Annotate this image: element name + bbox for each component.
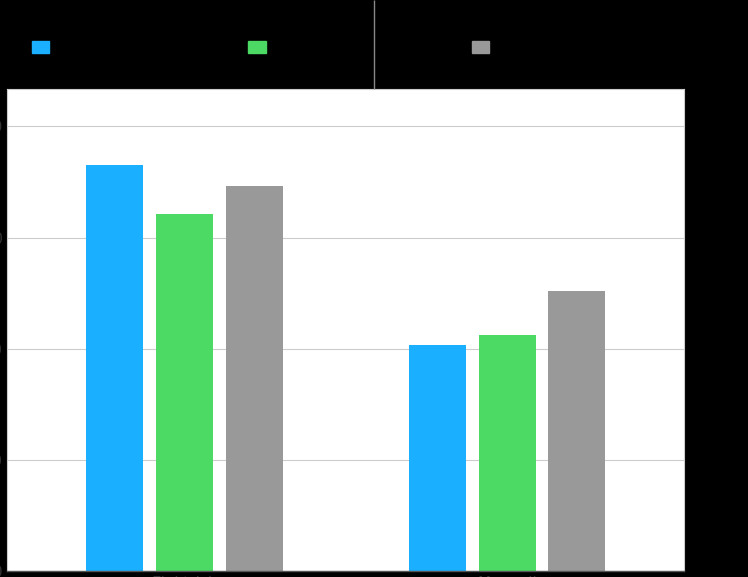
Bar [548, 291, 605, 571]
Legend: januari Poäng (Summa), februari Poäng (Summa), mars Poäng (Summa): januari Poäng (Summa), februari Poäng (S… [26, 34, 666, 61]
Bar [226, 186, 283, 571]
Bar [409, 345, 466, 571]
Bar [87, 166, 144, 571]
Bar [156, 213, 213, 571]
Bar [479, 335, 536, 571]
